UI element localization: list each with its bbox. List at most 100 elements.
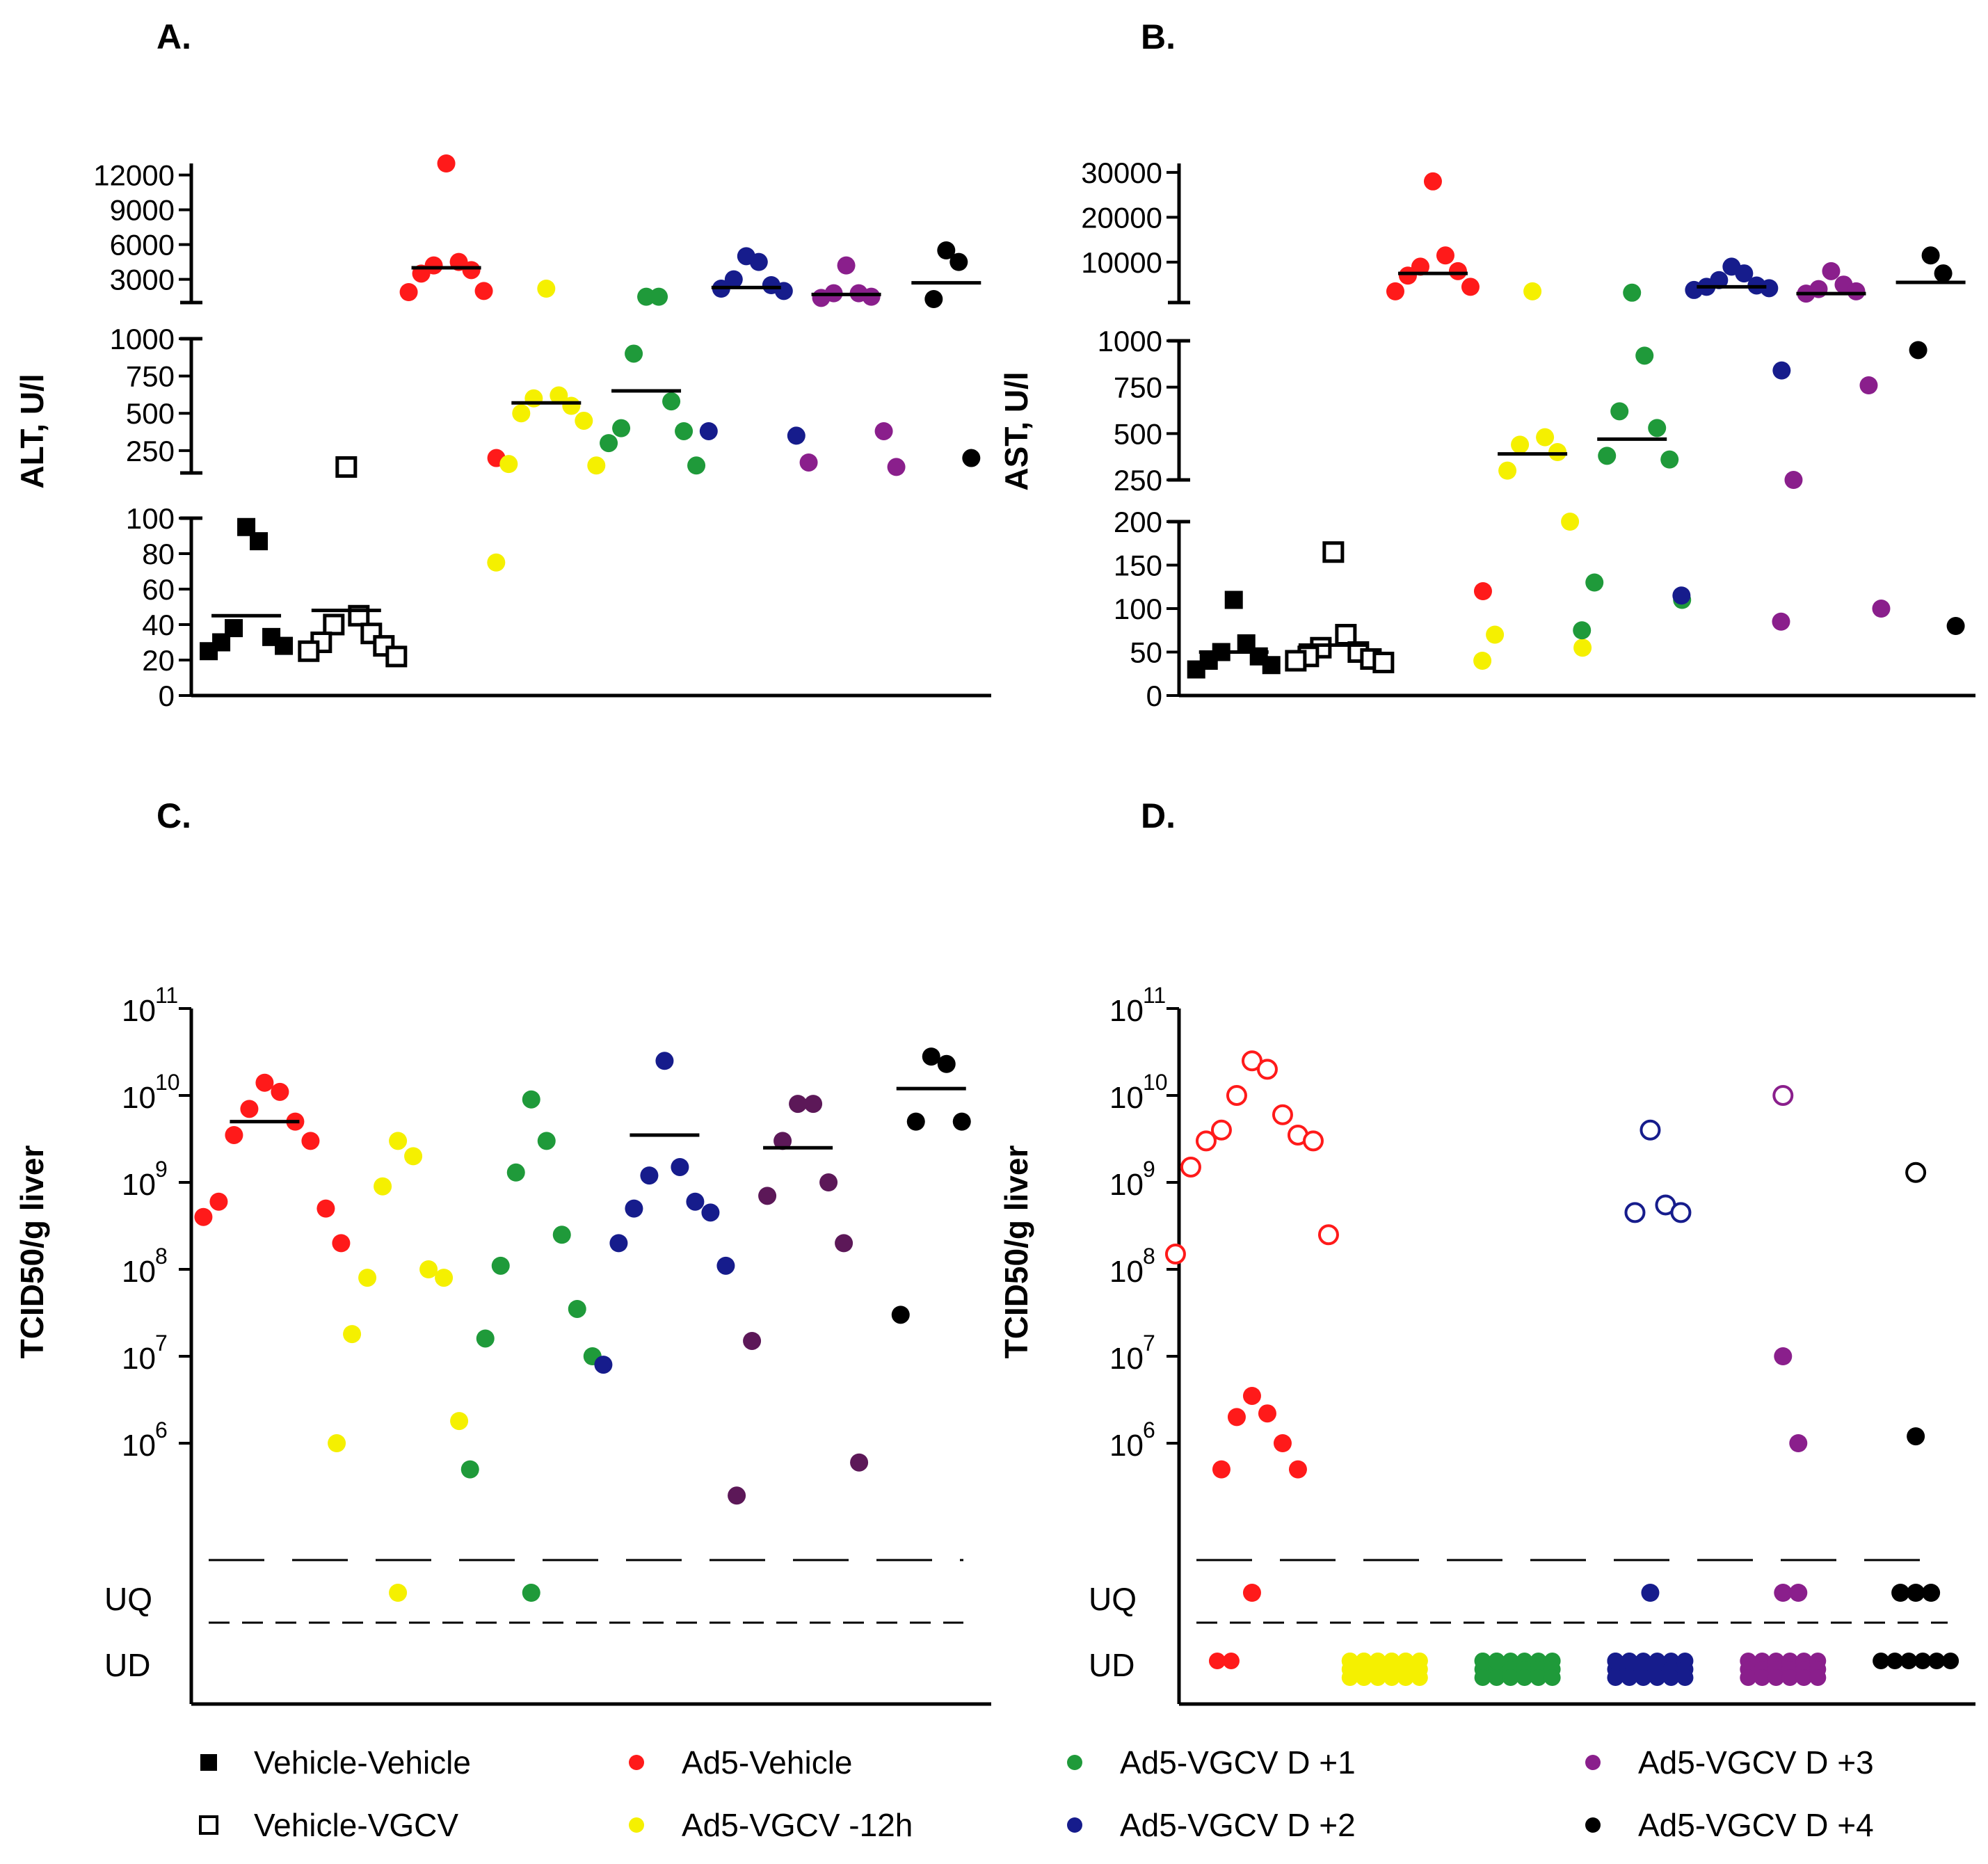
y-tick-label: 10 [122, 1081, 156, 1115]
y-tick-exponent: 7 [155, 1331, 168, 1356]
y-tick-label: 750 [126, 360, 175, 393]
data-point [522, 1090, 540, 1109]
ud-point [1488, 1653, 1505, 1669]
y-tick-label: 20 [142, 644, 175, 677]
y-tick-exponent: 8 [1143, 1244, 1155, 1269]
data-point [487, 553, 506, 572]
legend-marker-vv [200, 1754, 217, 1771]
data-point [1735, 264, 1754, 283]
data-point [671, 1157, 689, 1176]
y-tick-label: 200 [1114, 506, 1162, 538]
y-tick-label: 100 [1114, 593, 1162, 625]
ud-point [1383, 1669, 1400, 1686]
data-point [562, 396, 581, 415]
data-point [491, 1256, 510, 1275]
data-point [850, 1453, 869, 1472]
ud-point [1873, 1653, 1890, 1669]
y-tick-label: 10 [122, 1255, 156, 1289]
y-tick-exponent: 6 [1143, 1417, 1155, 1443]
data-point [609, 1234, 628, 1253]
data-point [1322, 541, 1345, 563]
y-tick-exponent: 10 [155, 1070, 180, 1095]
data-point [1536, 428, 1555, 447]
y-tick-label: 10 [122, 1168, 156, 1202]
ud-point [1411, 1653, 1428, 1669]
legend-marker-vgcv_m12 [629, 1817, 644, 1833]
data-point [701, 1203, 720, 1222]
legend-label-vg: Vehicle-VGCV [254, 1807, 458, 1843]
data-point [1772, 361, 1791, 380]
data-point [1448, 262, 1467, 280]
y-tick-exponent: 10 [1143, 1070, 1168, 1095]
ud-point [1474, 1669, 1491, 1686]
legend-label-d1: Ad5-VGCV D +1 [1120, 1744, 1356, 1781]
data-point-open [1226, 1085, 1247, 1106]
data-point [1934, 264, 1953, 283]
uq-label-c: UQ [104, 1581, 152, 1617]
data-point [758, 1187, 777, 1205]
ud-point [1544, 1669, 1561, 1686]
data-point [435, 1269, 454, 1287]
data-point [524, 389, 543, 408]
panel-title-a: A. [157, 17, 191, 56]
y-tick-label: 500 [1114, 417, 1162, 450]
data-point [1561, 513, 1580, 531]
data-point [812, 289, 831, 307]
legend-marker-ad5_vehicle [629, 1755, 644, 1770]
ud-point [1383, 1653, 1400, 1669]
y-tick-label: 20000 [1081, 201, 1162, 234]
data-point [1511, 435, 1530, 454]
ud-point [1355, 1669, 1372, 1686]
ud-label-d: UD [1089, 1647, 1135, 1683]
data-point [1242, 1386, 1261, 1405]
data-point [924, 290, 943, 308]
data-point [209, 1192, 228, 1211]
y-tick-label: 12000 [93, 159, 175, 192]
legend-marker-d2 [1067, 1817, 1082, 1833]
y-tick-label: 60 [142, 573, 175, 606]
data-point-open [1180, 1156, 1201, 1178]
uq-point [1922, 1584, 1941, 1602]
y-tick-exponent: 6 [155, 1417, 168, 1443]
data-point [1423, 172, 1442, 191]
data-point [587, 456, 606, 475]
ud-point [1621, 1669, 1638, 1686]
data-point [594, 1356, 613, 1374]
data-point [1847, 282, 1866, 300]
ud-point [1942, 1653, 1959, 1669]
data-point-open [1210, 1119, 1232, 1141]
legend: Vehicle-Vehicle Ad5-Vehicle Ad5-VGCV D +1 A… [199, 1744, 1874, 1843]
data-point-open [1241, 1050, 1262, 1072]
ud-point [1767, 1669, 1785, 1686]
data-point [650, 287, 668, 306]
data-point [1227, 1408, 1246, 1427]
data-point [506, 1163, 525, 1182]
y-tick-label: 250 [1114, 464, 1162, 497]
data-point [640, 1166, 659, 1185]
data-point [271, 1082, 289, 1101]
data-point [1285, 650, 1307, 672]
data-point [537, 1132, 556, 1150]
y-tick-label: 10 [1109, 1429, 1144, 1463]
data-point [474, 282, 493, 300]
ud-point [1530, 1669, 1547, 1686]
data-point [1258, 1404, 1276, 1423]
data-point-open [1256, 1059, 1278, 1080]
data-point [568, 1299, 586, 1318]
data-point [728, 1486, 746, 1505]
data-point [385, 645, 408, 668]
data-point [358, 1269, 377, 1287]
data-point [1946, 617, 1965, 635]
data-point [1909, 341, 1927, 360]
ud-point [1928, 1653, 1946, 1669]
legend-label-vgcv_m12: Ad5-VGCV -12h [682, 1807, 913, 1843]
ud-point [1341, 1653, 1358, 1669]
data-point [1789, 1434, 1808, 1452]
data-point [799, 453, 818, 472]
ud-point [1754, 1669, 1771, 1686]
data-point [625, 1199, 643, 1218]
data-point [298, 640, 320, 662]
uq-point [1242, 1584, 1261, 1602]
ud-point [1208, 1653, 1226, 1669]
data-point [804, 1095, 823, 1114]
